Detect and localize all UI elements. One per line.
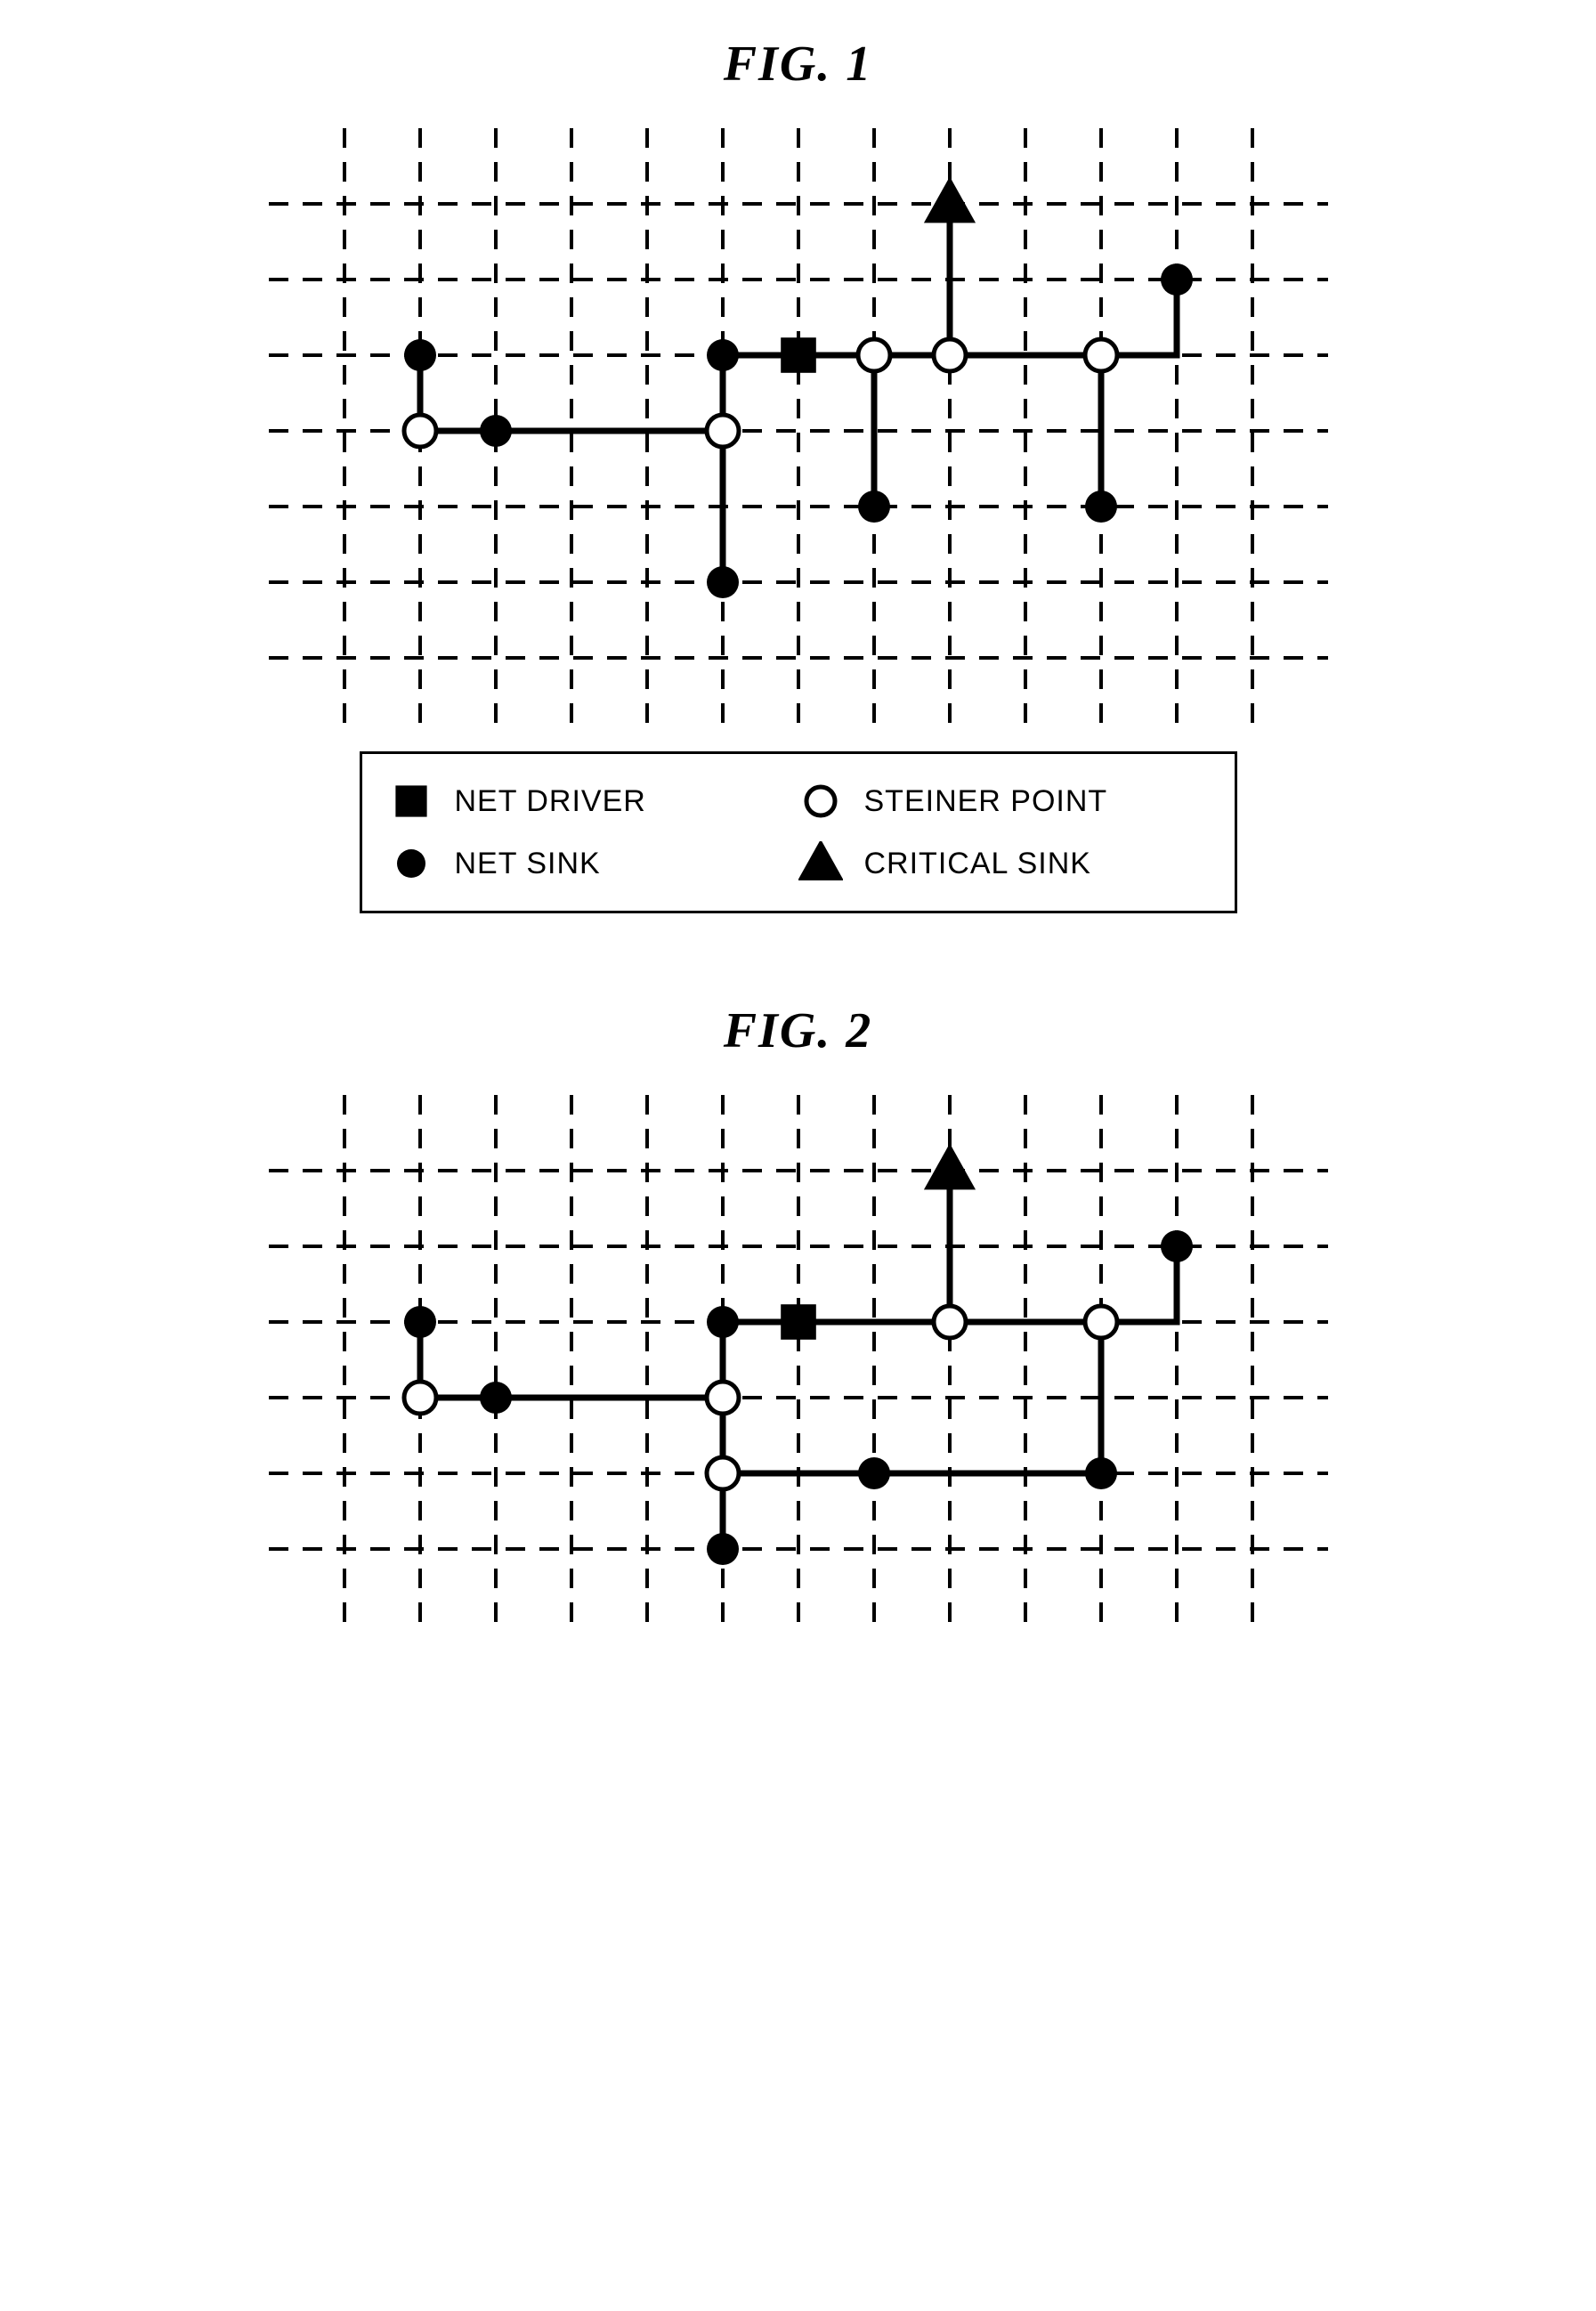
legend-item: STEINER POINT bbox=[798, 779, 1208, 823]
circle_filled-icon bbox=[389, 841, 433, 886]
figure-1: FIG. 1 NET DRIVER STEINER POINT NET SINK CR… bbox=[131, 36, 1466, 913]
legend-item: CRITICAL SINK bbox=[798, 841, 1208, 886]
figure-2-diagram bbox=[269, 1095, 1328, 1625]
figure-2: FIG. 2 bbox=[131, 1002, 1466, 1625]
legend: NET DRIVER STEINER POINT NET SINK CRITICAL … bbox=[360, 751, 1237, 913]
figure-1-diagram bbox=[269, 128, 1328, 734]
legend-label: NET SINK bbox=[455, 847, 601, 881]
legend-label: CRITICAL SINK bbox=[864, 847, 1091, 881]
square_filled-icon bbox=[389, 779, 433, 823]
legend-item: NET DRIVER bbox=[389, 779, 798, 823]
circle_open-icon bbox=[798, 779, 843, 823]
figure-2-title: FIG. 2 bbox=[131, 1002, 1466, 1059]
legend-item: NET SINK bbox=[389, 841, 798, 886]
legend-label: NET DRIVER bbox=[455, 784, 646, 819]
figure-1-title: FIG. 1 bbox=[131, 36, 1466, 93]
triangle_filled-icon bbox=[798, 841, 843, 886]
legend-label: STEINER POINT bbox=[864, 784, 1108, 819]
